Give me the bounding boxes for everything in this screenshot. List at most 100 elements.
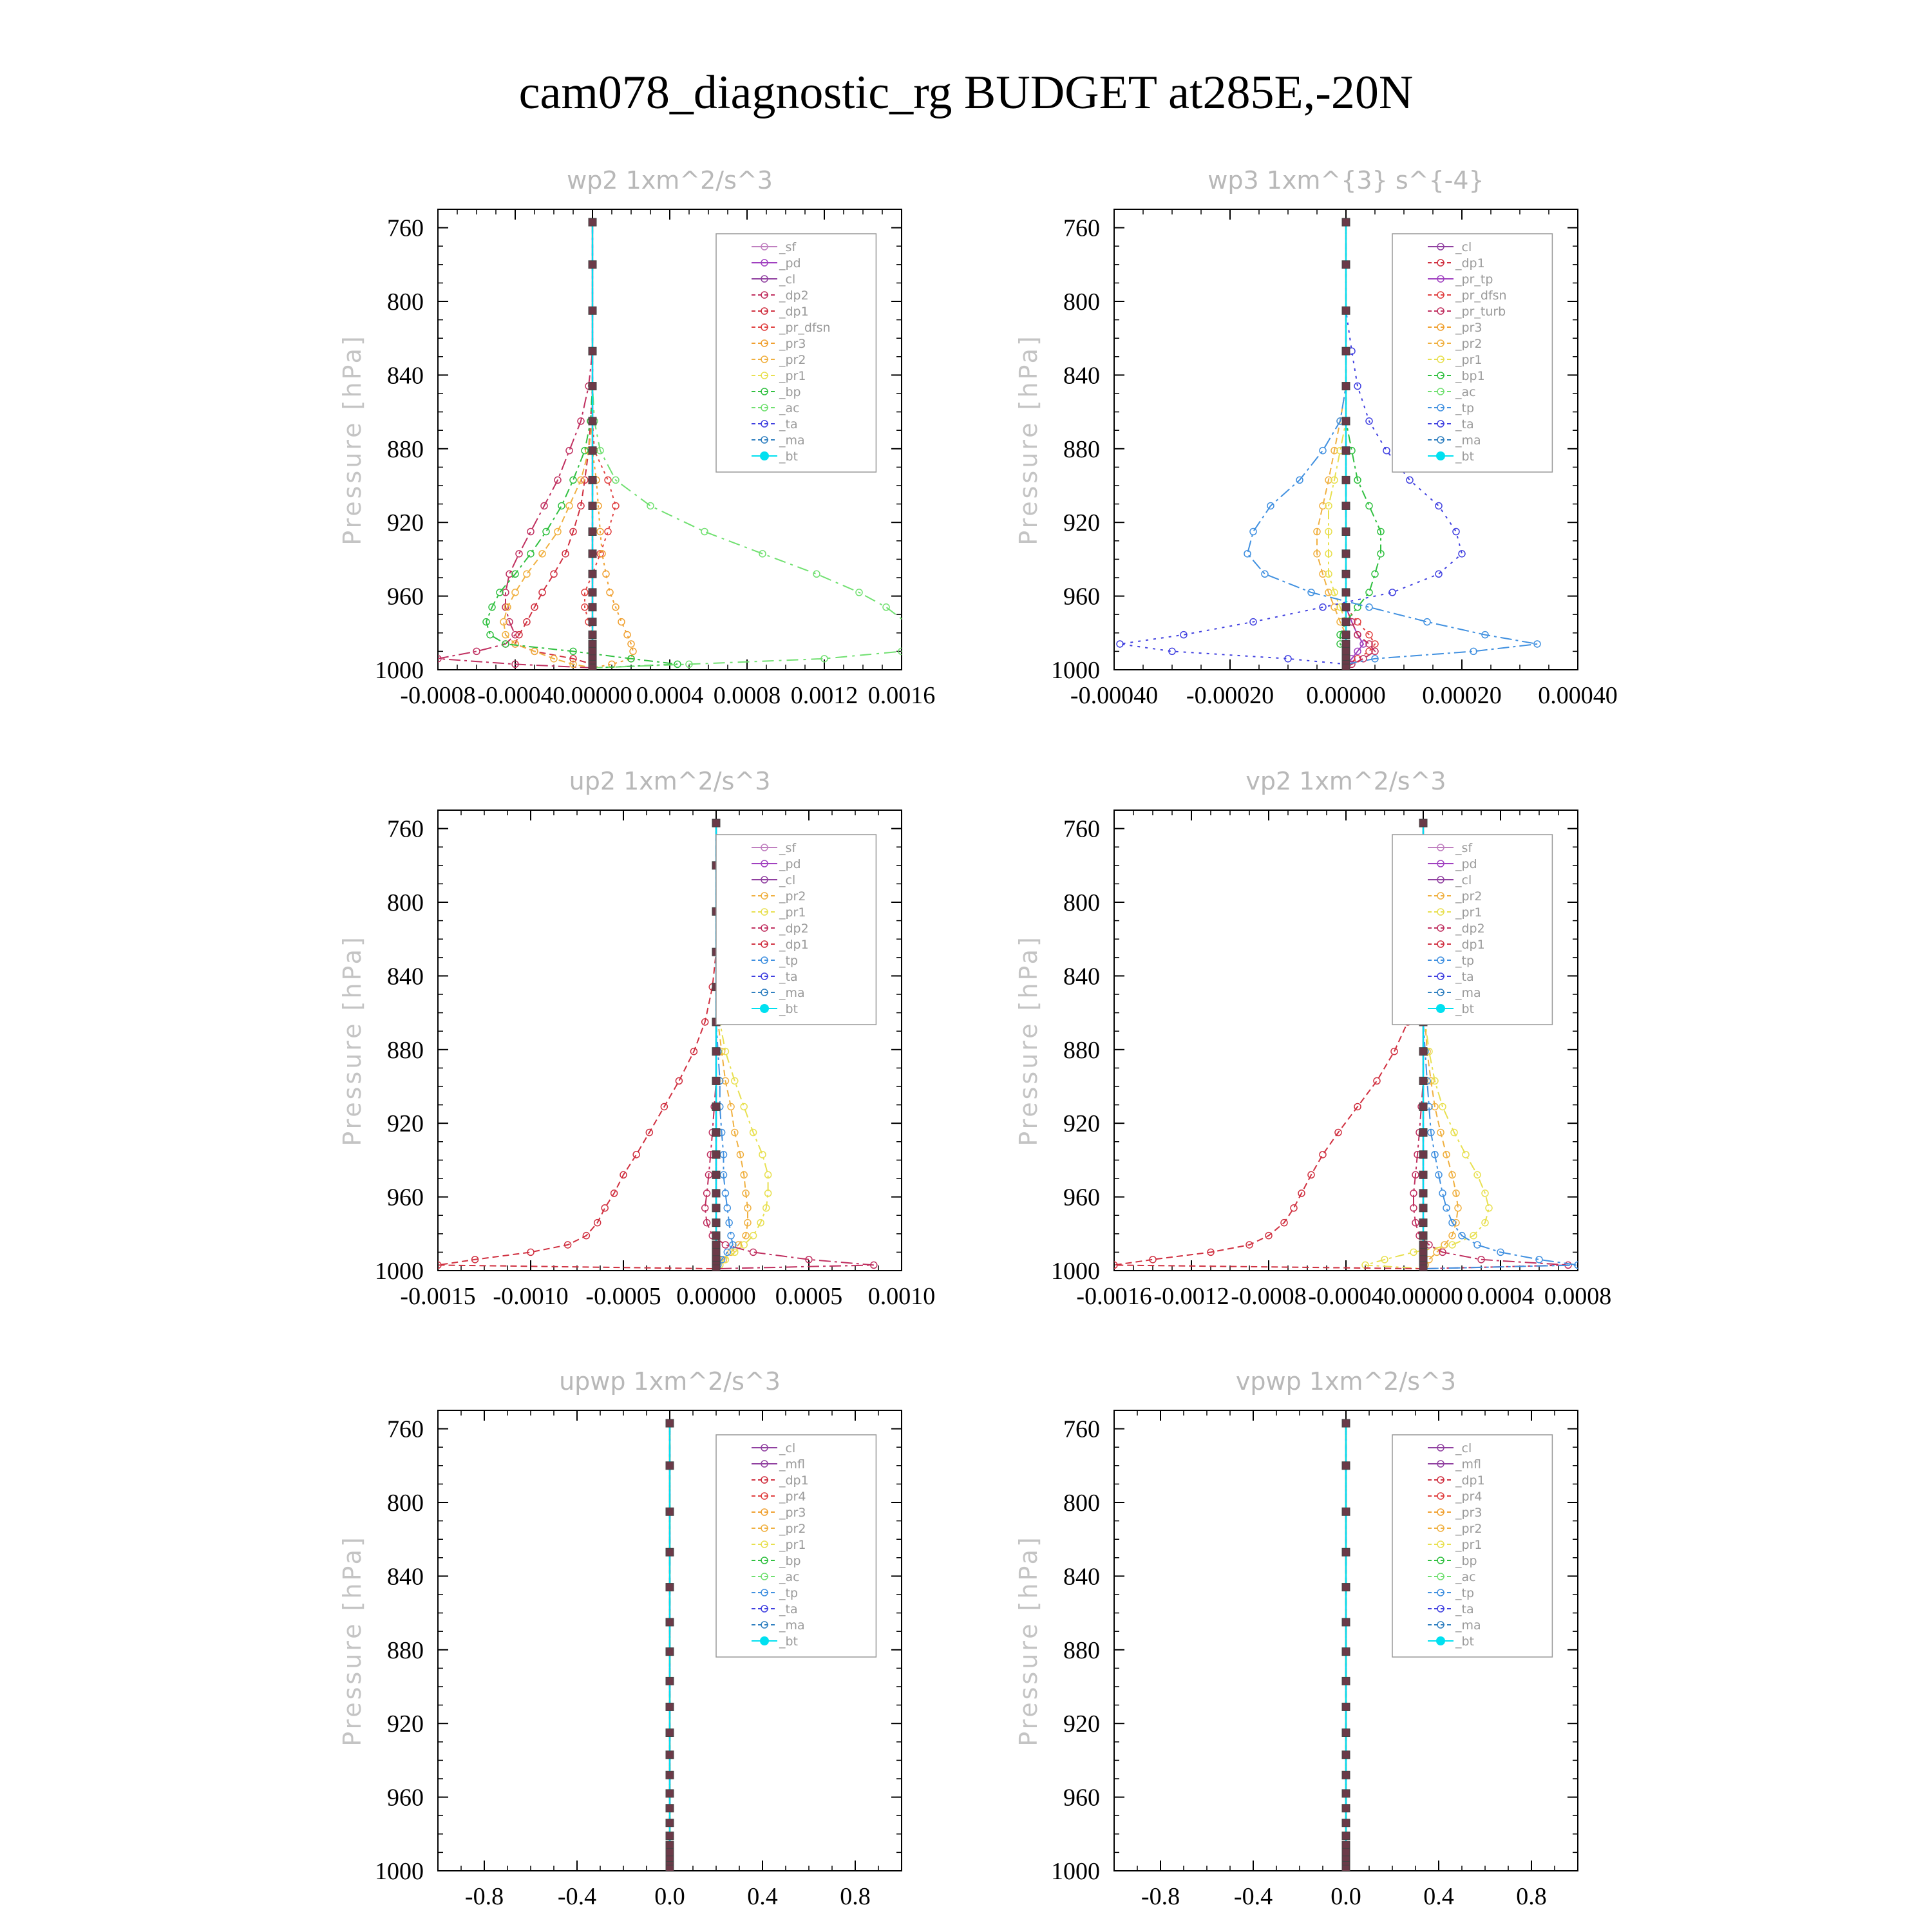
legend-entry: _ta <box>1455 1602 1474 1616</box>
zero-marker <box>1419 1247 1428 1256</box>
legend-marker-pr3 <box>1437 1508 1444 1516</box>
series-line-pr3 <box>592 222 634 669</box>
legend-entry: _cl <box>1455 873 1472 887</box>
zero-marker <box>1341 1702 1350 1711</box>
y-tick-label: 840 <box>1063 362 1100 389</box>
series-point-pr3 <box>618 618 625 626</box>
y-tick-label: 800 <box>1063 289 1100 316</box>
zero-marker <box>1341 1819 1350 1828</box>
zero-marker <box>1419 1170 1428 1179</box>
series-point-dp2 <box>502 603 509 611</box>
zero-marker <box>1341 417 1350 426</box>
series-point-tp <box>725 1218 733 1227</box>
legend-entry: _pd <box>779 857 801 871</box>
series-point-pr2 <box>538 550 546 558</box>
legend-entry: _pr3 <box>1455 321 1482 335</box>
y-tick-label: 960 <box>1063 1184 1100 1211</box>
zero-marker <box>1419 1150 1428 1159</box>
legend-entry: _ma <box>779 1618 805 1633</box>
series-point-pr2 <box>511 640 519 648</box>
legend-marker-ta <box>1437 972 1444 980</box>
zero-marker <box>665 1583 674 1592</box>
y-tick-label: 800 <box>1063 889 1100 916</box>
legend-marker-ac <box>1437 1573 1444 1580</box>
legend-entry: _dp1 <box>779 305 809 319</box>
legend-entry: _bt <box>779 450 798 464</box>
series-point-bp1 <box>1354 476 1361 484</box>
series-point-dp1 <box>1334 1128 1342 1137</box>
series-point-pr2 <box>1331 603 1338 611</box>
zero-marker <box>665 1848 674 1857</box>
legend-entry: _bp <box>1455 1554 1477 1568</box>
series-point-dp1 <box>690 1047 698 1056</box>
zero-marker <box>665 1507 674 1516</box>
legend-entry: _cl <box>1455 240 1472 254</box>
legend-marker-dp1 <box>1437 940 1444 948</box>
legend-entry: _tp <box>779 1586 798 1600</box>
series-point-tp <box>1535 1256 1543 1264</box>
series-point-pr1 <box>1481 1189 1489 1197</box>
series-point-tp <box>1431 1151 1439 1159</box>
series-point-dp2 <box>511 660 519 668</box>
series-point-tp <box>1365 603 1373 611</box>
series-point-pr_dfsn <box>1365 630 1373 639</box>
series-point-ta <box>1168 647 1176 656</box>
series-point-ac <box>596 446 604 455</box>
series-point-dp1 <box>1290 1204 1298 1212</box>
series-point-pr1 <box>749 1231 757 1240</box>
series-point-dp2 <box>515 550 523 558</box>
zero-marker <box>1341 1750 1350 1759</box>
series-point-ta <box>1406 476 1414 484</box>
series-point-tp <box>1439 1189 1446 1197</box>
legend-marker-pd <box>761 259 768 267</box>
series-point-pr1 <box>764 1171 772 1179</box>
series-point-tp <box>1371 655 1379 663</box>
zero-marker <box>1341 663 1350 670</box>
series-point-dp1 <box>582 1231 591 1240</box>
zero-marker <box>1341 1841 1350 1850</box>
series-point-pr3 <box>627 640 635 648</box>
x-tick-label: -0.0004 <box>1308 1283 1383 1310</box>
series-point-ta <box>1388 589 1396 596</box>
series-point-tp <box>1574 1261 1578 1269</box>
y-tick-label: 880 <box>387 436 424 463</box>
legend-entry: _dp1 <box>1455 1473 1485 1488</box>
series-point-pr_dfsn <box>1354 618 1361 626</box>
zero-marker <box>588 260 597 269</box>
series-point-dp2 <box>1412 1218 1419 1227</box>
series-line-ta <box>1119 222 1463 668</box>
series-point-pr_dfsn <box>581 589 589 596</box>
legend-marker-ac <box>1437 388 1444 395</box>
series-point-dp1 <box>550 570 558 578</box>
series-point-ta <box>1383 446 1390 455</box>
series-point-pr1 <box>1448 1241 1456 1249</box>
zero-marker <box>712 1047 721 1056</box>
series-point-ta <box>1452 527 1460 536</box>
legend-marker-pr_turb <box>1437 307 1444 315</box>
legend-entry: _dp1 <box>779 938 809 952</box>
series-point-pr2 <box>1448 1171 1456 1179</box>
x-tick-label: -0.0015 <box>400 1283 475 1310</box>
series-point-bp <box>486 630 494 639</box>
zero-marker <box>588 446 597 455</box>
x-tick-label: -0.0005 <box>585 1283 661 1310</box>
zero-marker <box>665 1864 674 1871</box>
legend-entry: _pr2 <box>779 1522 806 1536</box>
x-tick-label: 0.0004 <box>636 682 704 709</box>
legend-marker-sf <box>761 844 768 851</box>
series-point-tp <box>719 1171 728 1179</box>
series-point-ta <box>1319 603 1327 611</box>
panel-title: up2 1xm^2/s^3 <box>569 767 771 795</box>
series-point-tp <box>1427 1128 1435 1137</box>
series-point-pr1 <box>1485 1204 1493 1212</box>
series-point-ac <box>685 660 693 668</box>
legend-marker-cl <box>761 1444 768 1452</box>
zero-marker <box>588 527 597 536</box>
x-tick-label: -0.0010 <box>493 1283 568 1310</box>
series-point-ac <box>882 603 890 611</box>
series-point-pr_turb <box>1354 630 1361 639</box>
series-point-dp1 <box>1265 1231 1273 1240</box>
x-tick-label: 0.00000 <box>1306 682 1386 709</box>
legend-marker-bt <box>760 1004 769 1013</box>
zero-marker <box>1341 1507 1350 1516</box>
